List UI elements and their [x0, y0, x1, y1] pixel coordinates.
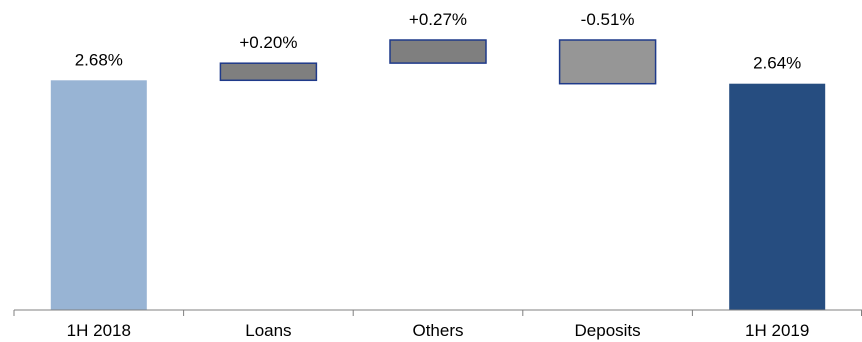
- value-label-1h-2018: 2.68%: [75, 50, 123, 69]
- tick-label-loans: Loans: [245, 321, 291, 340]
- bar-deposits: [558, 39, 657, 85]
- bar-loans: [219, 62, 318, 82]
- tick-label-1h-2018: 1H 2018: [67, 321, 131, 340]
- bar-others: [389, 39, 487, 64]
- tick-label-1h-2019: 1H 2019: [745, 321, 809, 340]
- bar-1h-2018: [50, 80, 147, 310]
- value-label-others: +0.27%: [409, 10, 467, 29]
- tick-label-others: Others: [412, 321, 463, 340]
- category-labels-group: 1H 2018 Loans Others Deposits 1H 2019: [67, 321, 810, 340]
- value-label-loans: +0.20%: [239, 33, 297, 52]
- tick-label-deposits: Deposits: [575, 321, 641, 340]
- x-axis: [13, 309, 862, 316]
- bar-1h-2019: [729, 83, 826, 310]
- bars-group: [50, 39, 826, 310]
- value-label-deposits: -0.51%: [581, 10, 635, 29]
- value-label-1h-2019: 2.64%: [753, 54, 801, 73]
- value-labels-group: 2.68% +0.20% +0.27% -0.51% 2.64%: [75, 10, 802, 73]
